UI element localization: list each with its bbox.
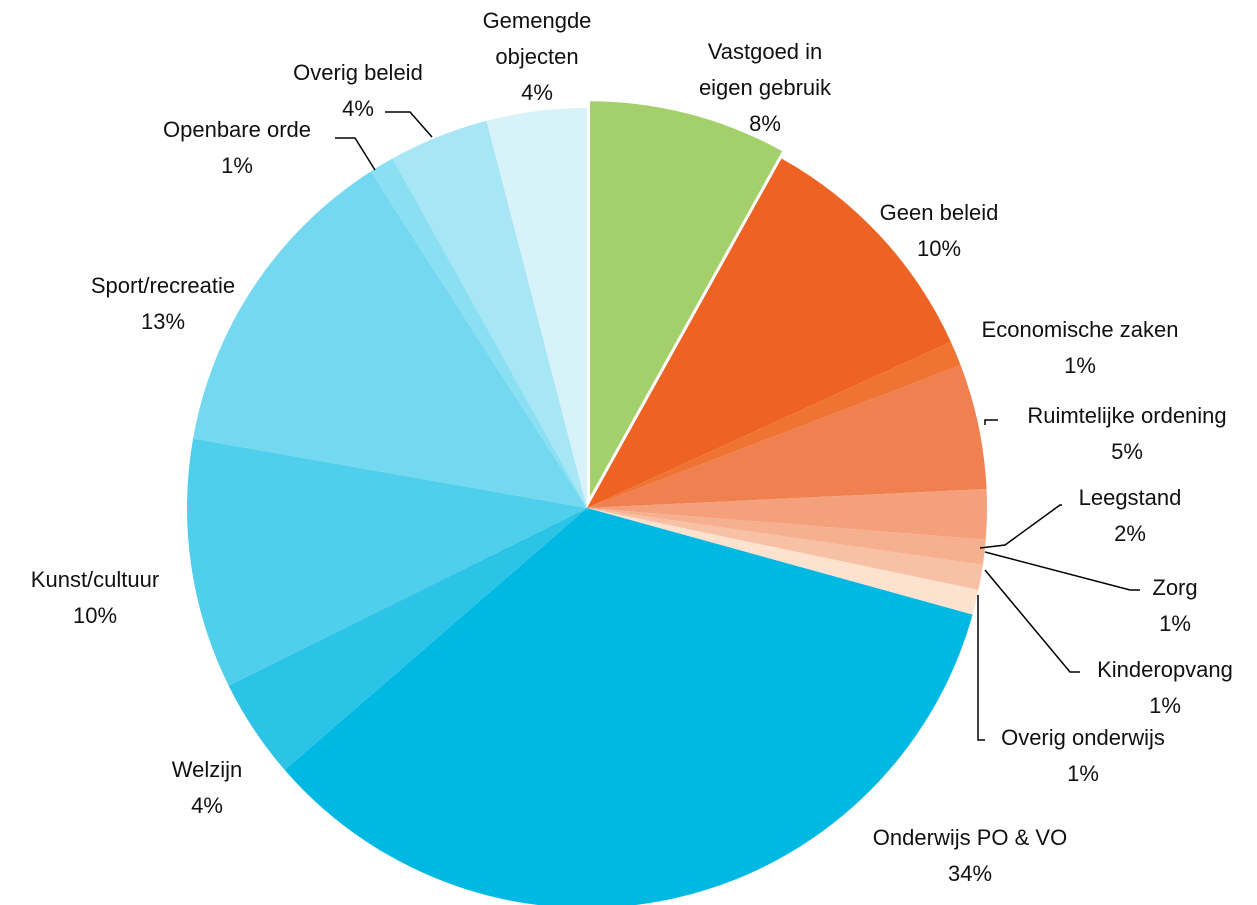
value-label: 10%	[72, 603, 118, 628]
slice-label: Overig beleid 4%	[273, 55, 443, 127]
category-label: Overig onderwijs	[1001, 725, 1165, 750]
slice-label: Sport/recreatie 13%	[63, 268, 263, 340]
value-label: 34%	[947, 861, 993, 886]
value-label: 4%	[191, 793, 223, 818]
category-label: Kunst/cultuur	[30, 567, 160, 592]
pie-slice	[486, 108, 587, 508]
value-label: 1%	[1159, 611, 1191, 636]
leader-line	[385, 111, 433, 138]
value-label: 10%	[916, 236, 962, 261]
value-label: 1%	[1149, 693, 1181, 718]
category-label: Openbare orde	[163, 117, 311, 142]
pie-slice	[588, 99, 785, 505]
value-label: 4%	[342, 96, 374, 121]
slice-label: Kunst/cultuur 10%	[5, 562, 185, 634]
pie-slice	[587, 341, 961, 508]
slice-label: Leegstand 2%	[1055, 480, 1205, 552]
value-label: 4%	[521, 80, 553, 105]
value-label: 1%	[1064, 353, 1096, 378]
slice-label: Kinderopvang 1%	[1075, 652, 1255, 724]
pie-slice	[370, 158, 587, 508]
category-label: Sport/recreatie	[90, 273, 236, 298]
category-label: Welzijn	[171, 757, 243, 782]
slice-label: Overig onderwijs 1%	[973, 720, 1193, 792]
leader-line	[977, 595, 985, 741]
category-label: Zorg	[1152, 575, 1198, 600]
leader-line	[984, 419, 998, 425]
category-label: Gemengde objecten	[482, 8, 592, 69]
category-label: Geen beleid	[879, 200, 999, 225]
slice-label: Ruimtelijke ordening 5%	[997, 398, 1257, 470]
pie-slice	[587, 488, 987, 540]
slice-label: Openbare orde 1%	[137, 112, 337, 184]
pie-slice	[392, 120, 587, 508]
pie-slice	[186, 438, 587, 686]
pie-slice	[228, 508, 588, 770]
pie-slice	[587, 508, 986, 565]
leader-line	[984, 551, 1140, 591]
value-label: 1%	[221, 153, 253, 178]
category-label: Onderwijs PO & VO	[872, 825, 1068, 850]
category-label: Ruimtelijke ordening	[1027, 403, 1227, 428]
value-label: 5%	[1111, 439, 1143, 464]
slice-label: Onderwijs PO & VO 34%	[840, 820, 1100, 892]
pie-slice	[587, 158, 951, 508]
pie-slice	[193, 171, 587, 508]
pie-slice	[284, 508, 973, 905]
leader-line	[984, 569, 1080, 673]
slice-label: Geen beleid 10%	[859, 195, 1019, 267]
value-label: 2%	[1114, 521, 1146, 546]
value-label: 8%	[749, 111, 781, 136]
slice-label: Gemengde objecten 4%	[477, 3, 597, 111]
slice-label: Welzijn 4%	[147, 752, 267, 824]
leader-line	[335, 137, 376, 171]
pie-slice	[587, 508, 979, 615]
slice-label: Vastgoed in eigen gebruik 8%	[680, 34, 850, 142]
category-label: Economische zaken	[981, 317, 1179, 342]
category-label: Overig beleid	[293, 60, 423, 85]
value-label: 13%	[140, 309, 186, 334]
leader-line	[979, 504, 1062, 549]
category-label: Vastgoed in eigen gebruik	[698, 39, 832, 100]
slice-label: Zorg 1%	[1125, 570, 1225, 642]
category-label: Leegstand	[1078, 485, 1182, 510]
pie-slice	[587, 508, 983, 590]
pie-slice	[587, 365, 987, 508]
category-label: Kinderopvang	[1097, 657, 1233, 682]
slice-label: Economische zaken 1%	[960, 312, 1200, 384]
value-label: 1%	[1067, 761, 1099, 786]
